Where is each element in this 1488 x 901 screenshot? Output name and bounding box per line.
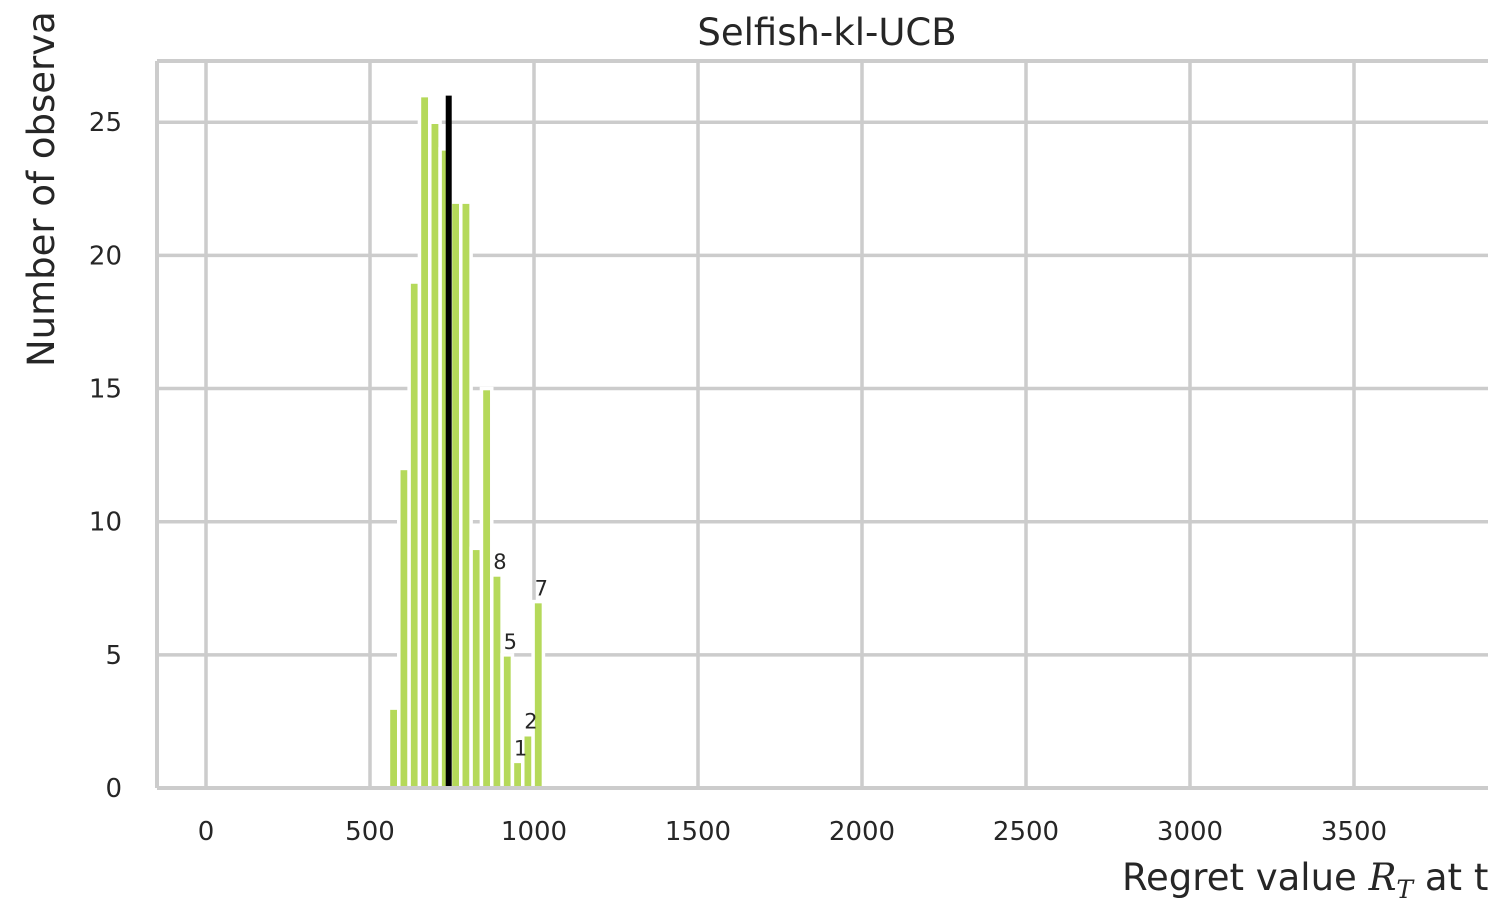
x-tick-label-3500: 3500 xyxy=(1321,817,1387,847)
x-tick-labels: 0 500 1000 1500 2000 2500 3000 3500 xyxy=(198,817,1387,847)
x-tick-label-2000: 2000 xyxy=(829,817,895,847)
y-tick-label-20: 20 xyxy=(89,241,122,271)
bar-value-label-3: 2 xyxy=(524,710,537,734)
bar-value-labels: 8 5 12 7 xyxy=(493,550,548,760)
y-axis-label: Number of observa xyxy=(20,11,63,367)
x-axis-label-suffix: at t xyxy=(1413,856,1488,899)
x-axis-label: Regret value RT at t xyxy=(1122,856,1488,901)
y-tick-label-5: 5 xyxy=(105,641,122,671)
x-tick-label-1000: 1000 xyxy=(501,817,567,847)
y-tick-label-10: 10 xyxy=(89,508,122,538)
bar-value-label-2: 1 xyxy=(514,736,527,760)
x-axis-label-subscript: T xyxy=(1396,875,1415,901)
x-tick-label-500: 500 xyxy=(345,817,395,847)
grid-lines xyxy=(157,61,1488,790)
bar-value-label-1: 5 xyxy=(504,630,517,654)
x-tick-label-0: 0 xyxy=(198,817,215,847)
bar-value-label-4: 7 xyxy=(535,577,548,601)
y-tick-labels: 0 5 10 15 20 25 xyxy=(89,108,122,804)
histogram-bars xyxy=(386,93,546,790)
chart-title: Selfish-kl-UCB xyxy=(697,11,956,54)
y-tick-label-15: 15 xyxy=(89,375,122,405)
y-tick-label-0: 0 xyxy=(105,774,122,804)
x-tick-label-3000: 3000 xyxy=(1157,817,1223,847)
x-axis-label-symbol: R xyxy=(1368,856,1397,899)
histogram-bar-14 xyxy=(531,599,546,790)
x-tick-label-1500: 1500 xyxy=(665,817,731,847)
x-axis-label-prefix: Regret value xyxy=(1122,856,1369,899)
bar-value-label-0: 8 xyxy=(493,550,506,574)
y-tick-label-25: 25 xyxy=(89,108,122,138)
axis-spines xyxy=(155,59,1488,790)
x-tick-label-2500: 2500 xyxy=(993,817,1059,847)
